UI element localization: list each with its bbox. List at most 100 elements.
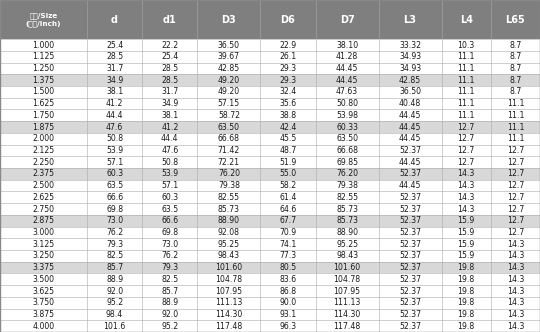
Bar — [442, 180, 491, 192]
Bar — [442, 285, 491, 297]
Bar — [198, 51, 260, 63]
Text: 19.8: 19.8 — [457, 310, 475, 319]
Bar — [260, 121, 315, 133]
Text: 76.20: 76.20 — [218, 169, 240, 178]
Bar — [198, 39, 260, 51]
Text: 79.38: 79.38 — [336, 181, 358, 190]
Bar — [0, 320, 87, 332]
Bar — [379, 168, 442, 180]
Text: 11.1: 11.1 — [457, 76, 475, 85]
Bar — [315, 145, 379, 156]
Bar — [87, 192, 142, 203]
Text: 14.3: 14.3 — [507, 322, 524, 331]
Bar — [379, 297, 442, 308]
Text: 42.85: 42.85 — [399, 76, 421, 85]
Text: 52.37: 52.37 — [399, 263, 421, 272]
Text: 14.3: 14.3 — [507, 240, 524, 249]
Text: 41.2: 41.2 — [161, 123, 179, 131]
Bar — [379, 192, 442, 203]
Text: 12.7: 12.7 — [457, 123, 475, 131]
Bar — [260, 250, 315, 262]
Text: 38.10: 38.10 — [336, 41, 358, 49]
Text: 85.73: 85.73 — [336, 205, 358, 213]
Text: 12.7: 12.7 — [507, 146, 524, 155]
Text: 63.5: 63.5 — [161, 205, 178, 213]
Bar — [315, 98, 379, 110]
Bar — [260, 110, 315, 121]
Text: 36.50: 36.50 — [399, 87, 421, 96]
Bar — [198, 226, 260, 238]
Text: 95.25: 95.25 — [336, 240, 358, 249]
Bar — [0, 180, 87, 192]
Text: 95.25: 95.25 — [218, 240, 240, 249]
Bar — [260, 145, 315, 156]
Text: 11.1: 11.1 — [457, 64, 475, 73]
Bar — [198, 238, 260, 250]
Text: 85.73: 85.73 — [218, 205, 240, 213]
Bar — [198, 250, 260, 262]
Bar — [442, 250, 491, 262]
Bar — [0, 98, 87, 110]
Bar — [442, 86, 491, 98]
Bar — [260, 39, 315, 51]
Text: 51.9: 51.9 — [279, 158, 296, 167]
Text: 49.20: 49.20 — [218, 76, 240, 85]
Bar — [142, 262, 198, 274]
Bar — [198, 308, 260, 320]
Bar — [198, 297, 260, 308]
Bar — [142, 215, 198, 226]
Text: 88.90: 88.90 — [336, 228, 358, 237]
Text: 85.7: 85.7 — [106, 263, 123, 272]
Text: 34.9: 34.9 — [161, 99, 178, 108]
Bar — [198, 168, 260, 180]
Text: 14.3: 14.3 — [457, 193, 475, 202]
Bar — [379, 180, 442, 192]
Bar — [142, 51, 198, 63]
Text: 86.8: 86.8 — [279, 287, 296, 295]
Bar — [0, 250, 87, 262]
Bar — [491, 203, 540, 215]
Bar — [198, 110, 260, 121]
Bar — [0, 145, 87, 156]
Text: 19.8: 19.8 — [457, 287, 475, 295]
Bar — [0, 297, 87, 308]
Bar — [142, 168, 198, 180]
Text: 92.0: 92.0 — [106, 287, 123, 295]
Bar — [315, 274, 379, 285]
Bar — [491, 63, 540, 74]
Bar — [491, 39, 540, 51]
Text: 107.95: 107.95 — [334, 287, 361, 295]
Bar — [491, 226, 540, 238]
Bar — [442, 192, 491, 203]
Bar — [87, 262, 142, 274]
Text: 14.3: 14.3 — [507, 310, 524, 319]
Text: 93.1: 93.1 — [279, 310, 296, 319]
Bar — [87, 274, 142, 285]
Text: 1.375: 1.375 — [32, 76, 55, 85]
Bar — [315, 110, 379, 121]
Text: L4: L4 — [460, 15, 472, 25]
Text: 31.7: 31.7 — [161, 87, 178, 96]
Text: 85.7: 85.7 — [161, 287, 178, 295]
Bar — [379, 308, 442, 320]
Text: 50.80: 50.80 — [336, 99, 358, 108]
Text: 19.8: 19.8 — [457, 263, 475, 272]
Bar — [260, 133, 315, 145]
Text: 64.6: 64.6 — [279, 205, 296, 213]
Text: 15.9: 15.9 — [457, 228, 475, 237]
Bar — [0, 168, 87, 180]
Text: 77.3: 77.3 — [279, 251, 296, 260]
Text: 44.45: 44.45 — [399, 158, 421, 167]
Bar — [87, 39, 142, 51]
Text: 34.93: 34.93 — [399, 64, 421, 73]
Text: 80.5: 80.5 — [279, 263, 296, 272]
Bar — [315, 63, 379, 74]
Text: 57.15: 57.15 — [218, 99, 240, 108]
Bar — [260, 285, 315, 297]
Text: 66.6: 66.6 — [106, 193, 123, 202]
Text: 29.3: 29.3 — [279, 76, 296, 85]
Text: 101.6: 101.6 — [104, 322, 126, 331]
Bar — [142, 285, 198, 297]
Text: 1.750: 1.750 — [32, 111, 55, 120]
Bar — [379, 145, 442, 156]
